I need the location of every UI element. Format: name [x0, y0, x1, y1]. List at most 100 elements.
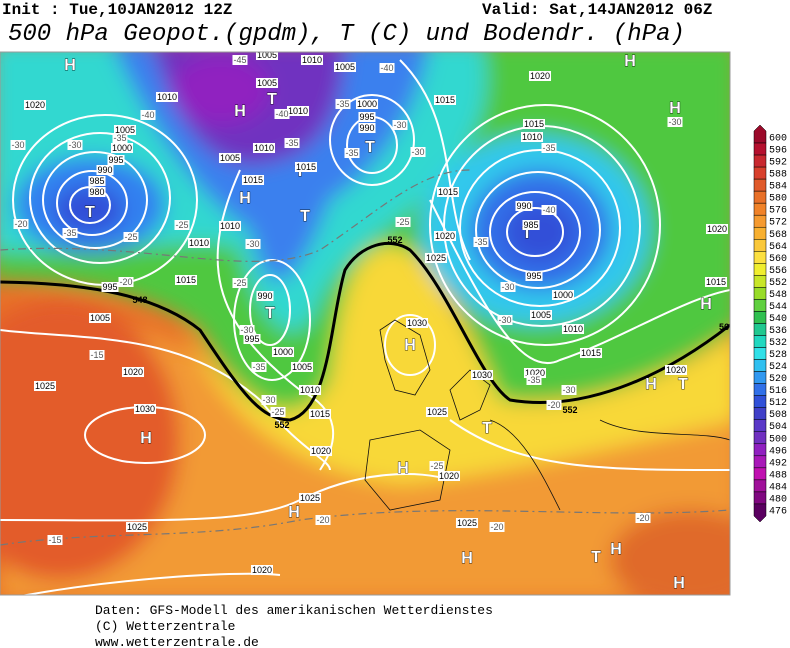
isobar-label: 1025: [300, 493, 320, 503]
pressure-center: T: [267, 91, 277, 108]
pressure-center: H: [673, 575, 685, 592]
isobar-label-box: [425, 407, 449, 417]
title: 500 hPa Geopot.(gpdm), T (C) und Bodendr…: [8, 21, 685, 48]
isobar-label-box: [455, 518, 479, 528]
temperature-label-box: [667, 117, 683, 127]
temperature-label-box: [239, 325, 255, 335]
colorbar-label: 556: [769, 266, 787, 277]
pressure-center: H: [700, 296, 712, 313]
temperature-label: -25: [175, 220, 188, 230]
temperature-label-box: [541, 205, 557, 215]
isobar-label: 990: [516, 201, 531, 211]
isobar-label-box: [252, 143, 276, 153]
temperature-label: -30: [498, 315, 511, 325]
pressure-center: H: [234, 103, 246, 120]
temperature-label-box: [635, 513, 651, 523]
temperature-label: -30: [668, 117, 681, 127]
isobar-label: 1010: [302, 55, 322, 65]
isobar-label-box: [96, 165, 114, 175]
isobar-label: 1010: [220, 221, 240, 231]
colorbar-swatch: [753, 431, 767, 445]
colorbar-swatch: [753, 287, 767, 300]
colorbar-label: 588: [769, 170, 787, 181]
temperature-label-box: [174, 220, 190, 230]
isobar-label-box: [433, 95, 457, 105]
contour-label: 552: [387, 235, 402, 245]
isobar-label-box: [88, 176, 106, 186]
pressure-center: H: [610, 541, 622, 558]
colorbar-label: 552: [769, 278, 787, 289]
isobar-label-box: [522, 119, 546, 129]
isobar-label-box: [256, 291, 274, 301]
temperature-label-box: [315, 515, 331, 525]
isobar-label-box: [704, 277, 728, 287]
isobar-label-box: [405, 318, 429, 328]
isobar-label-box: [218, 221, 242, 231]
colorbar-swatch: [753, 491, 767, 505]
isobar-label: 1025: [426, 253, 446, 263]
colorbar-swatch: [753, 503, 767, 523]
pressure-center: H: [404, 337, 416, 354]
isobar-label-box: [286, 106, 310, 116]
temperature-label: -35: [542, 143, 555, 153]
temperature-label-box: [541, 143, 557, 153]
temperature-label: -30: [11, 140, 24, 150]
temperature-label: -30: [240, 325, 253, 335]
isobar-label-box: [529, 310, 553, 320]
temperature-label: -30: [393, 120, 406, 130]
colorbar-swatch: [753, 311, 767, 324]
colorbar-label: 528: [769, 350, 787, 361]
temperature-label: -40: [275, 109, 288, 119]
isobar-label-box: [125, 522, 149, 532]
colorbar-label: 480: [769, 494, 787, 505]
temperature-label: -35: [345, 148, 358, 158]
colorbar-label: 492: [769, 458, 787, 469]
temperature-label: -30: [246, 239, 259, 249]
map-field: HTHTTHTTHHTTHHTHHHTHTHHH1020101010051010…: [0, 52, 730, 595]
temperature-label-box: [67, 140, 83, 150]
temperature-label-box: [500, 282, 516, 292]
isobar-label: 1030: [407, 318, 427, 328]
colorbar-label: 484: [769, 482, 787, 493]
isobar-label-box: [255, 52, 279, 60]
colorbar-swatch: [753, 178, 767, 192]
colorbar-label: 500: [769, 434, 787, 445]
pressure-center: H: [461, 550, 473, 567]
contour-label: 548: [132, 295, 147, 305]
temperature-label-box: [251, 362, 267, 372]
isobar-label-box: [155, 92, 179, 102]
pressure-center: H: [288, 504, 300, 521]
isobar-label-box: [358, 123, 376, 133]
isobar-label: 1020: [439, 471, 459, 481]
temperature-label-box: [274, 109, 290, 119]
colorbar-swatch: [753, 359, 767, 372]
isobar-label: 1000: [553, 290, 573, 300]
isobar-label: 1020: [252, 565, 272, 575]
colorbar-swatch: [753, 371, 767, 384]
temperature-label: -45: [233, 55, 246, 65]
temperature-label: -35: [285, 138, 298, 148]
temperature-label: -20: [119, 277, 132, 287]
isobar-label: 980: [89, 187, 104, 197]
pressure-center: T: [300, 208, 310, 225]
isobar-label-box: [187, 238, 211, 248]
temperature-label-box: [392, 120, 408, 130]
temperature-label-box: [10, 140, 26, 150]
temperature-label-box: [335, 99, 351, 109]
footer-line: www.wetterzentrale.de: [95, 635, 259, 648]
isobar-label: 1000: [112, 143, 132, 153]
colorbar-label: 596: [769, 146, 787, 157]
temperature-label-box: [526, 375, 542, 385]
temperature-label: -30: [262, 395, 275, 405]
pressure-center: T: [678, 376, 688, 393]
colorbar-swatch: [753, 154, 767, 168]
isobar-label-box: [355, 99, 379, 109]
isobar-label: 1025: [457, 518, 477, 528]
colorbar-label: 476: [769, 506, 787, 517]
footer-line: Daten: GFS-Modell des amerikanischen Wet…: [95, 603, 493, 618]
colorbar-label: 544: [769, 302, 787, 313]
temperature-label-box: [489, 522, 505, 532]
isobar-label: 1005: [90, 313, 110, 323]
temperature-label: -15: [90, 350, 103, 360]
contour-label: 56: [719, 322, 729, 332]
